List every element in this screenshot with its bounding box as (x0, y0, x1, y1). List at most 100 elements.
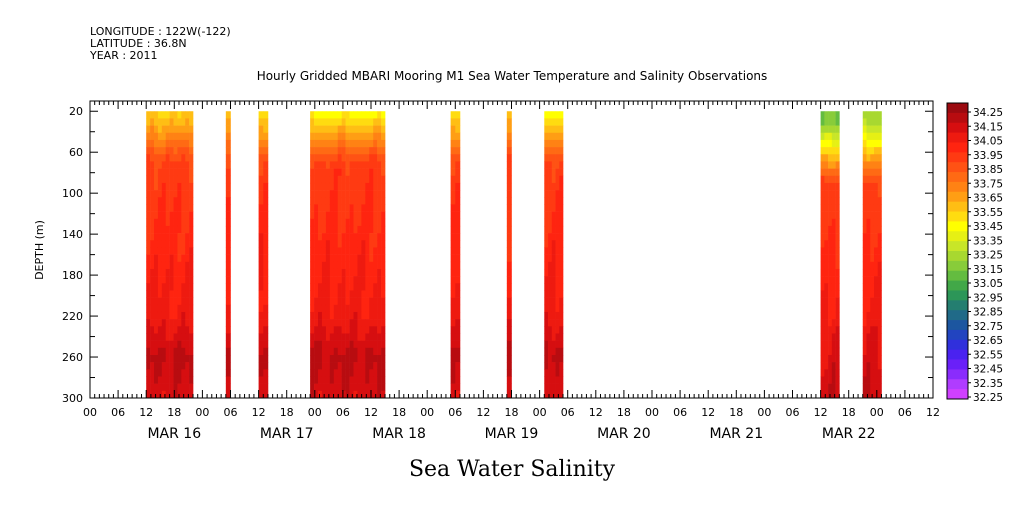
heat-cell (820, 261, 825, 270)
heat-cell (450, 161, 456, 169)
heat-cell (831, 354, 836, 363)
heat-cell (173, 118, 178, 126)
heat-cell (263, 168, 269, 177)
heat-cell (862, 233, 867, 241)
heat-cell (318, 268, 323, 277)
heat-cell (154, 254, 159, 263)
x-tick-label: 12 (589, 406, 603, 419)
heat-cell (181, 354, 186, 363)
heat-cell (345, 118, 350, 126)
heat-cell (169, 240, 174, 248)
heat-cell (173, 283, 178, 291)
heat-cell (820, 290, 825, 298)
colorbar-swatch (947, 369, 968, 380)
heat-cell (185, 390, 190, 399)
heat-cell (173, 304, 178, 313)
heat-cell (321, 132, 327, 141)
heat-cell (314, 118, 319, 126)
heat-cell (165, 147, 170, 155)
heat-cell (177, 376, 182, 384)
heat-cell (820, 211, 825, 220)
heat-cell (258, 233, 264, 241)
heat-cell (381, 340, 386, 349)
heat-cell (361, 276, 366, 284)
heat-cell (353, 261, 358, 270)
heat-cell (866, 311, 871, 320)
y-tick-label: 300 (62, 392, 83, 405)
heat-cell (169, 254, 174, 263)
heat-cell (225, 147, 231, 155)
heat-cell (150, 240, 155, 248)
heat-cell (353, 254, 358, 263)
heat-cell (169, 333, 174, 341)
heat-cell (161, 233, 167, 241)
heat-cell (548, 125, 553, 134)
heat-cell (329, 147, 335, 155)
heat-cell (357, 125, 362, 134)
colorbar-swatch (947, 300, 968, 311)
heat-cell (828, 297, 833, 306)
heat-cell (377, 182, 382, 191)
heat-cell (154, 132, 159, 141)
heat-cell (177, 147, 182, 155)
heat-cell (225, 132, 231, 141)
heat-cell (548, 233, 553, 241)
heat-cell (329, 197, 335, 205)
heat-cell (185, 276, 190, 284)
heat-cell (154, 311, 159, 320)
heat-cell (321, 304, 327, 313)
heat-cell (337, 125, 342, 134)
heat-cell (361, 197, 366, 205)
heat-cell (548, 369, 553, 377)
heat-cell (873, 118, 879, 126)
heat-cell (150, 204, 155, 212)
heat-cell (357, 161, 362, 169)
heat-cell (329, 233, 335, 241)
heat-cell (181, 154, 186, 162)
heat-cell (314, 376, 319, 384)
heat-cell (150, 118, 155, 126)
heat-cell (506, 233, 512, 241)
heat-cell (337, 376, 342, 384)
heat-cell (831, 132, 836, 141)
heat-cell (146, 297, 151, 306)
heat-cell (353, 354, 358, 363)
heat-cell (165, 311, 170, 320)
heat-cell (333, 362, 339, 370)
heat-cell (369, 204, 374, 212)
heat-cell (321, 204, 327, 212)
heat-cell (866, 182, 871, 191)
heat-cell (314, 204, 319, 212)
heat-cell (345, 276, 350, 284)
heat-cell (185, 168, 190, 177)
heat-cell (544, 211, 549, 220)
heat-cell (225, 190, 231, 198)
heat-cell (353, 125, 358, 134)
heat-cell (146, 354, 151, 363)
heat-cell (154, 204, 159, 212)
heat-cell (325, 204, 331, 212)
heat-cell (353, 154, 358, 162)
heat-cell (325, 175, 331, 184)
heat-cell (551, 283, 556, 291)
heat-cell (329, 175, 335, 184)
heat-cell (369, 154, 374, 162)
colorbar-swatch (947, 122, 968, 133)
heat-cell (548, 247, 553, 255)
heat-cell (258, 261, 264, 270)
heat-cell (559, 261, 564, 270)
heat-cell (146, 154, 151, 162)
heat-cell (341, 347, 346, 356)
heat-cell (321, 383, 327, 392)
heat-cell (333, 354, 339, 363)
heat-cell (455, 139, 461, 148)
heat-cell (820, 132, 825, 141)
heat-cell (181, 304, 186, 313)
heat-cell (189, 240, 194, 248)
heat-cell (373, 175, 378, 184)
heat-cell (373, 218, 378, 227)
heat-cell (154, 261, 159, 270)
heat-cell (555, 240, 560, 248)
heat-cell (329, 154, 335, 162)
heat-cell (373, 132, 378, 141)
